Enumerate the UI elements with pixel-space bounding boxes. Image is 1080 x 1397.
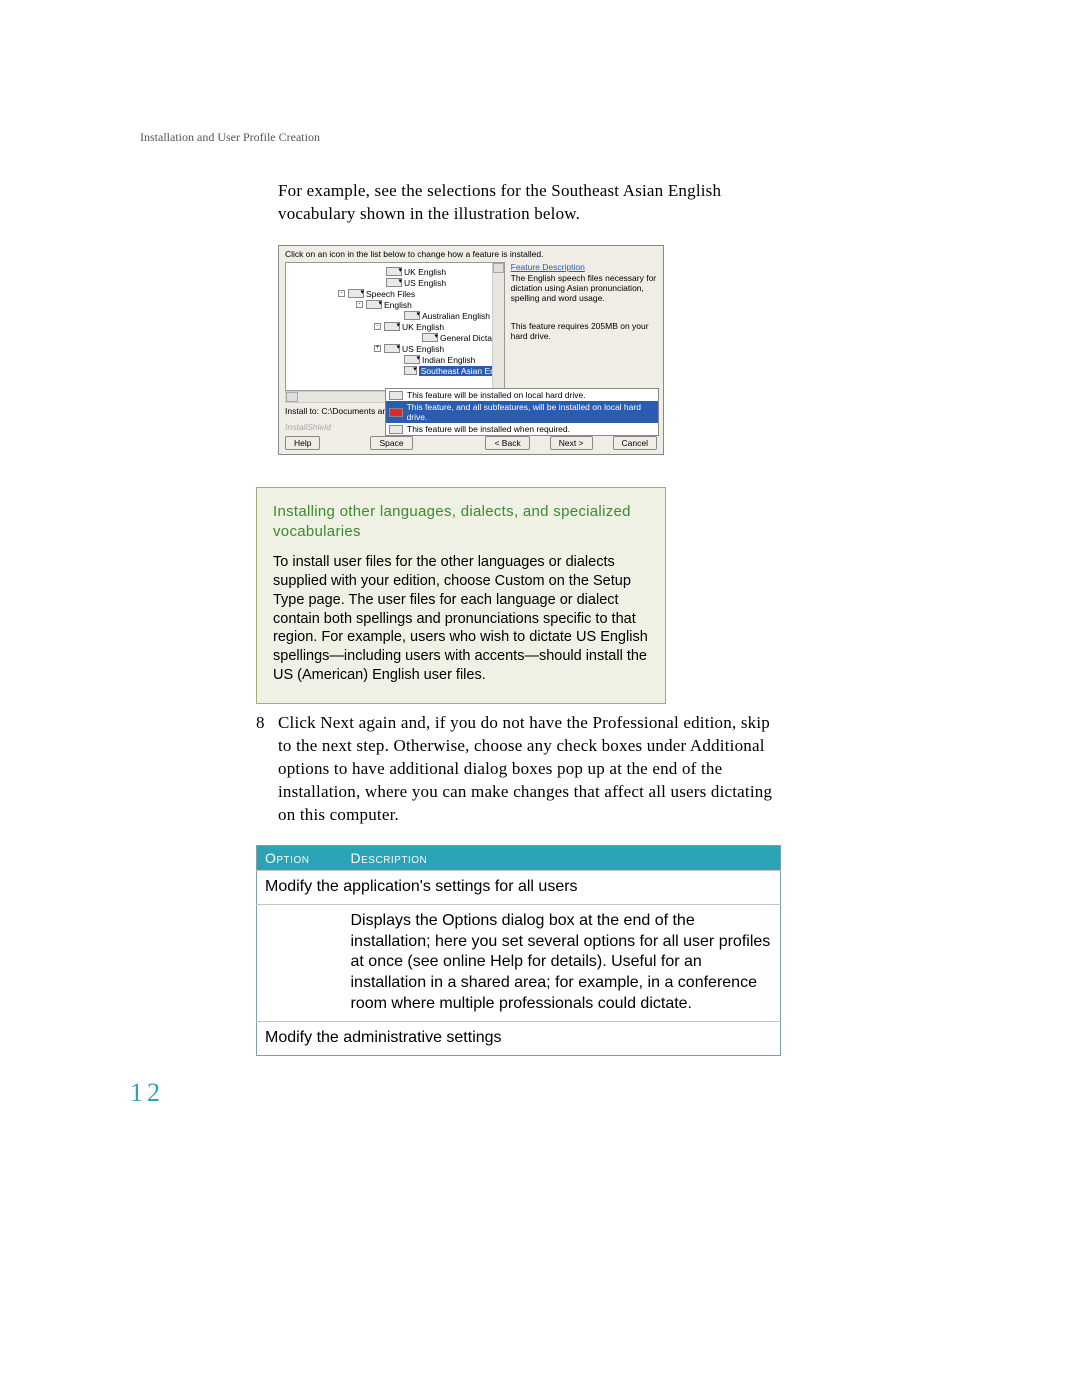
disk-icon <box>404 366 417 375</box>
tree-item-label: English <box>384 300 412 310</box>
option-title-cell: Modify the administrative settings <box>257 1021 781 1055</box>
expand-icon[interactable]: - <box>338 290 345 297</box>
popup-option-label: This feature will be installed on local … <box>407 390 586 400</box>
back-button[interactable]: < Back <box>485 436 529 450</box>
feature-description-req: This feature requires 205MB on your hard… <box>511 321 657 341</box>
options-table: Option Description Modify the applicatio… <box>256 845 781 1056</box>
tree-item[interactable]: - UK English <box>288 321 502 332</box>
disk-icon <box>386 267 402 276</box>
popup-option-label: This feature, and all subfeatures, will … <box>407 402 655 422</box>
step-text: Click Next again and, if you do not have… <box>278 712 786 827</box>
tree-item[interactable]: Indian English <box>288 354 502 365</box>
tree-item[interactable]: US English <box>288 277 502 288</box>
install-to-label: Install to: C:\Documents an <box>285 406 387 416</box>
tree-item-label: US English <box>402 344 444 354</box>
table-row: Displays the Options dialog box at the e… <box>257 904 781 1021</box>
feature-description-panel: Feature Description The English speech f… <box>511 262 657 391</box>
tree-item[interactable]: - Speech Files <box>288 288 502 299</box>
popup-option-label: This feature will be installed when requ… <box>407 424 570 434</box>
disk-icon <box>422 333 438 342</box>
installer-instruction: Click on an icon in the list below to ch… <box>279 246 663 259</box>
tree-item-label: General Dicta <box>440 333 492 343</box>
expand-icon[interactable]: - <box>356 301 363 308</box>
tree-item-label: Indian English <box>422 355 475 365</box>
disk-icon <box>384 322 400 331</box>
tree-item-label: Southeast Asian Eng <box>419 366 502 376</box>
tree-scrollbar[interactable] <box>492 263 504 390</box>
tree-item-label: Australian English <box>422 311 490 321</box>
popup-option[interactable]: This feature will be installed on local … <box>386 389 658 401</box>
feature-description-body: The English speech files necessary for d… <box>511 273 657 303</box>
tree-item[interactable]: - English <box>288 299 502 310</box>
description-header: Description <box>343 846 781 871</box>
popup-option[interactable]: This feature will be installed when requ… <box>386 423 658 435</box>
help-button[interactable]: Help <box>285 436 320 450</box>
disk-icon <box>386 278 402 287</box>
feature-tree[interactable]: UK EnglishUS English-Speech Files-Englis… <box>285 262 505 391</box>
table-row: Modify the administrative settings <box>257 1021 781 1055</box>
popup-option[interactable]: This feature, and all subfeatures, will … <box>386 401 658 423</box>
intro-paragraph: For example, see the selections for the … <box>278 180 783 226</box>
next-button[interactable]: Next > <box>550 436 593 450</box>
drive-icon <box>389 391 403 400</box>
installshield-brand: InstallShield <box>285 422 331 432</box>
disk-icon <box>404 311 420 320</box>
tree-item[interactable]: General Dicta <box>288 332 502 343</box>
option-description-cell: Displays the Options dialog box at the e… <box>343 904 781 1021</box>
expand-icon[interactable]: + <box>374 345 381 352</box>
tree-item-label: US English <box>404 278 446 288</box>
step-number: 8 <box>256 712 278 827</box>
tree-item[interactable]: Southeast Asian Eng <box>288 365 502 376</box>
page-number: 12 <box>130 1078 164 1108</box>
disk-icon <box>384 344 400 353</box>
page-header: Installation and User Profile Creation <box>140 130 320 145</box>
install-option-popup[interactable]: This feature will be installed on local … <box>385 388 659 436</box>
expand-icon[interactable]: - <box>374 323 381 330</box>
feature-description-title: Feature Description <box>511 262 657 272</box>
note-body: To install user files for the other lang… <box>273 553 649 685</box>
table-header-row: Option Description <box>257 846 781 871</box>
option-empty-cell <box>257 904 343 1021</box>
table-row: Modify the application's settings for al… <box>257 871 781 905</box>
option-header: Option <box>257 846 343 871</box>
drive-all-icon <box>389 408 403 417</box>
space-button[interactable]: Space <box>370 436 412 450</box>
tree-item-label: UK English <box>402 322 444 332</box>
disk-icon <box>348 289 364 298</box>
option-title-cell: Modify the application's settings for al… <box>257 871 781 905</box>
note-box: Installing other languages, dialects, an… <box>256 487 666 704</box>
disk-icon <box>404 355 420 364</box>
tree-item[interactable]: + US English <box>288 343 502 354</box>
tree-item-label: UK English <box>404 267 446 277</box>
installer-screenshot: Click on an icon in the list below to ch… <box>278 245 664 455</box>
tree-item-label: Speech Files <box>366 289 415 299</box>
cancel-button[interactable]: Cancel <box>613 436 657 450</box>
step-8: 8 Click Next again and, if you do not ha… <box>256 712 786 827</box>
note-title: Installing other languages, dialects, an… <box>273 502 649 541</box>
tree-item[interactable]: Australian English <box>288 310 502 321</box>
cd-icon <box>389 425 403 434</box>
disk-icon <box>366 300 382 309</box>
tree-item[interactable]: UK English <box>288 266 502 277</box>
